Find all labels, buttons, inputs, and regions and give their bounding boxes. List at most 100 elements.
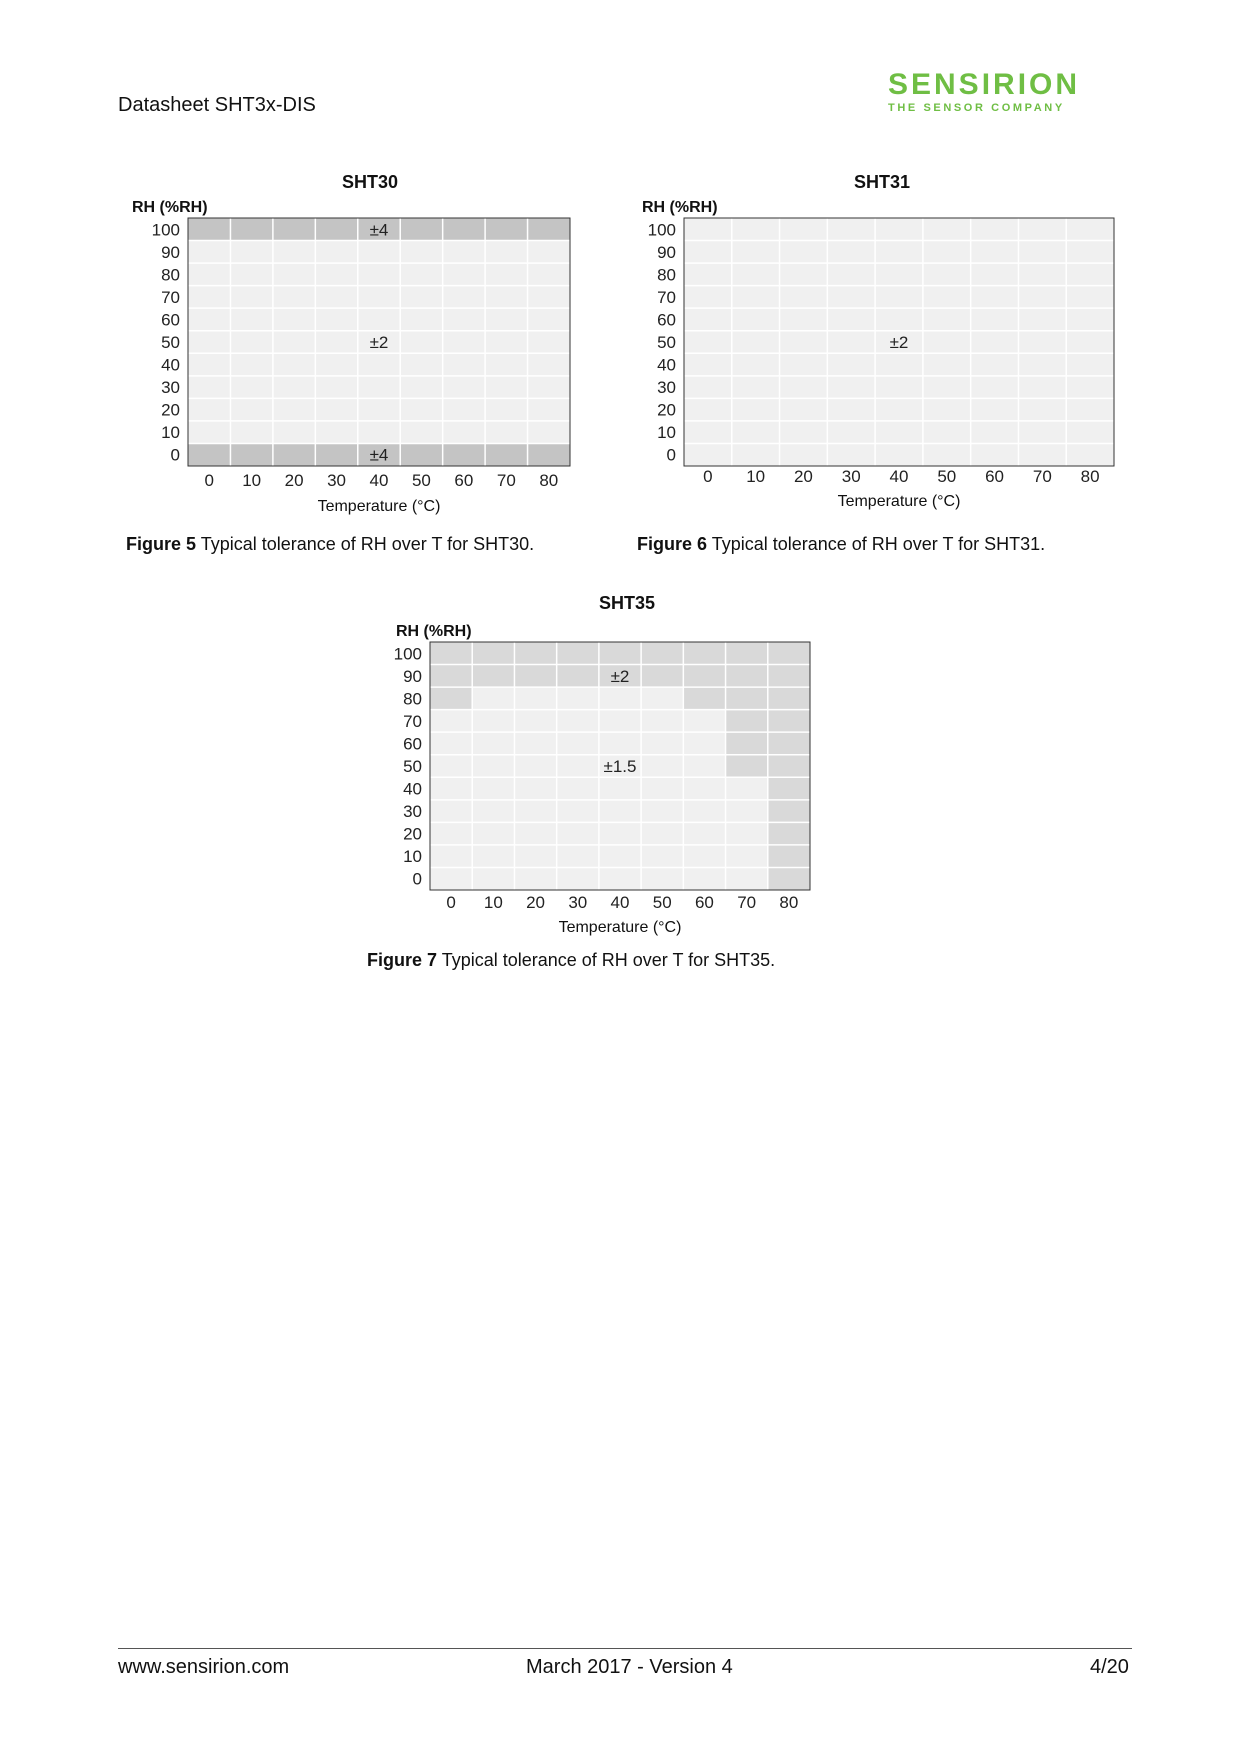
- x-tick-label: 0: [446, 893, 455, 912]
- tolerance-region: [188, 218, 570, 241]
- x-tick-label: 20: [285, 471, 304, 490]
- chart-title-sht35: SHT35: [598, 593, 656, 613]
- y-tick-label: 30: [403, 802, 422, 821]
- x-tick-label: 30: [568, 893, 587, 912]
- tolerance-label: ±2: [370, 333, 389, 352]
- figure-6-caption: Figure 6 Typical tolerance of RH over T …: [637, 534, 1045, 555]
- footer-divider: [118, 1648, 1132, 1649]
- x-tick-label: 50: [937, 467, 956, 486]
- x-tick-label: 70: [497, 471, 516, 490]
- y-tick-label: 50: [403, 757, 422, 776]
- y-tick-label: 90: [657, 243, 676, 262]
- figure-7-text: Typical tolerance of RH over T for SHT35…: [437, 950, 776, 970]
- y-tick-label: 40: [657, 356, 676, 375]
- figure-6-label: Figure 6: [637, 534, 708, 554]
- x-tick-label: 40: [370, 471, 389, 490]
- y-tick-label: 20: [657, 401, 676, 420]
- y-axis-label: RH (%RH): [642, 199, 718, 216]
- x-tick-label: 0: [204, 471, 213, 490]
- y-tick-label: 70: [657, 288, 676, 307]
- x-tick-label: 10: [746, 467, 765, 486]
- y-tick-label: 10: [657, 423, 676, 442]
- plot-frame: [187, 217, 571, 467]
- tolerance-region: [430, 687, 473, 710]
- figure-5-text: Typical tolerance of RH over T for SHT30…: [196, 534, 535, 554]
- footer-version: March 2017 - Version 4: [526, 1656, 733, 1678]
- x-tick-label: 30: [842, 467, 861, 486]
- y-axis-label: RH (%RH): [396, 623, 472, 640]
- footer-page-number: 4/20: [1090, 1656, 1129, 1678]
- document-title: Datasheet SHT3x-DIS: [118, 94, 316, 116]
- y-tick-label: 90: [161, 243, 180, 262]
- y-tick-label: 90: [403, 667, 422, 686]
- x-tick-label: 80: [1081, 467, 1100, 486]
- x-tick-label: 60: [695, 893, 714, 912]
- y-tick-label: 60: [403, 734, 422, 753]
- footer-website: www.sensirion.com: [118, 1656, 290, 1678]
- y-tick-label: 80: [657, 265, 676, 284]
- x-tick-label: 20: [794, 467, 813, 486]
- tolerance-label: ±4: [370, 220, 389, 239]
- y-tick-label: 30: [657, 378, 676, 397]
- y-tick-label: 80: [403, 689, 422, 708]
- y-tick-label: 80: [161, 265, 180, 284]
- y-tick-label: 70: [161, 288, 180, 307]
- x-tick-label: 10: [242, 471, 261, 490]
- plot-frame: [429, 641, 811, 891]
- tolerance-region: [767, 777, 810, 890]
- y-tick-label: 50: [657, 333, 676, 352]
- x-tick-label: 80: [779, 893, 798, 912]
- x-tick-label: 70: [737, 893, 756, 912]
- y-tick-label: 40: [403, 780, 422, 799]
- chart-title-sht30: SHT30: [341, 172, 399, 192]
- y-tick-label: 10: [161, 423, 180, 442]
- x-tick-label: 30: [327, 471, 346, 490]
- logo-wordmark: SENSIRION: [888, 68, 1081, 101]
- x-tick-label: 40: [890, 467, 909, 486]
- y-tick-label: 50: [161, 333, 180, 352]
- figure-5-label: Figure 5: [126, 534, 197, 554]
- y-tick-label: 0: [171, 446, 180, 465]
- chart-title-sht31: SHT31: [853, 172, 911, 192]
- x-axis-label: Temperature (°C): [559, 919, 682, 936]
- tolerance-region: [188, 240, 570, 444]
- logo-tagline: THE SENSOR COMPANY: [888, 102, 1065, 114]
- tolerance-region: [683, 687, 810, 710]
- y-tick-label: 0: [413, 870, 422, 889]
- x-tick-label: 80: [539, 471, 558, 490]
- tolerance-region: [188, 443, 570, 466]
- x-tick-label: 70: [1033, 467, 1052, 486]
- figure-6-text: Typical tolerance of RH over T for SHT31…: [707, 534, 1046, 554]
- tolerance-label: ±2: [611, 667, 630, 686]
- y-tick-label: 70: [403, 712, 422, 731]
- x-axis-label: Temperature (°C): [838, 493, 961, 510]
- tolerance-label: ±1.5: [604, 757, 637, 776]
- tolerance-region: [684, 218, 1114, 466]
- sensirion-logo: SENSIRION THE SENSOR COMPANY: [888, 68, 1128, 115]
- figure-7-caption: Figure 7 Typical tolerance of RH over T …: [367, 950, 775, 971]
- y-tick-label: 30: [161, 378, 180, 397]
- x-tick-label: 20: [526, 893, 545, 912]
- y-tick-label: 20: [161, 401, 180, 420]
- y-tick-label: 10: [403, 847, 422, 866]
- tolerance-label: ±4: [370, 446, 389, 465]
- y-tick-label: 0: [667, 446, 676, 465]
- y-tick-label: 40: [161, 356, 180, 375]
- x-tick-label: 60: [454, 471, 473, 490]
- x-axis-label: Temperature (°C): [318, 498, 441, 515]
- x-tick-label: 10: [484, 893, 503, 912]
- x-tick-label: 0: [703, 467, 712, 486]
- figure-5-caption: Figure 5 Typical tolerance of RH over T …: [126, 534, 534, 555]
- x-tick-label: 40: [611, 893, 630, 912]
- x-tick-label: 50: [653, 893, 672, 912]
- y-tick-label: 100: [152, 220, 180, 239]
- x-tick-label: 50: [412, 471, 431, 490]
- plot-frame: [683, 217, 1115, 467]
- y-axis-label: RH (%RH): [132, 199, 208, 216]
- y-tick-label: 20: [403, 825, 422, 844]
- figure-7-label: Figure 7: [367, 950, 438, 970]
- y-tick-label: 100: [648, 220, 676, 239]
